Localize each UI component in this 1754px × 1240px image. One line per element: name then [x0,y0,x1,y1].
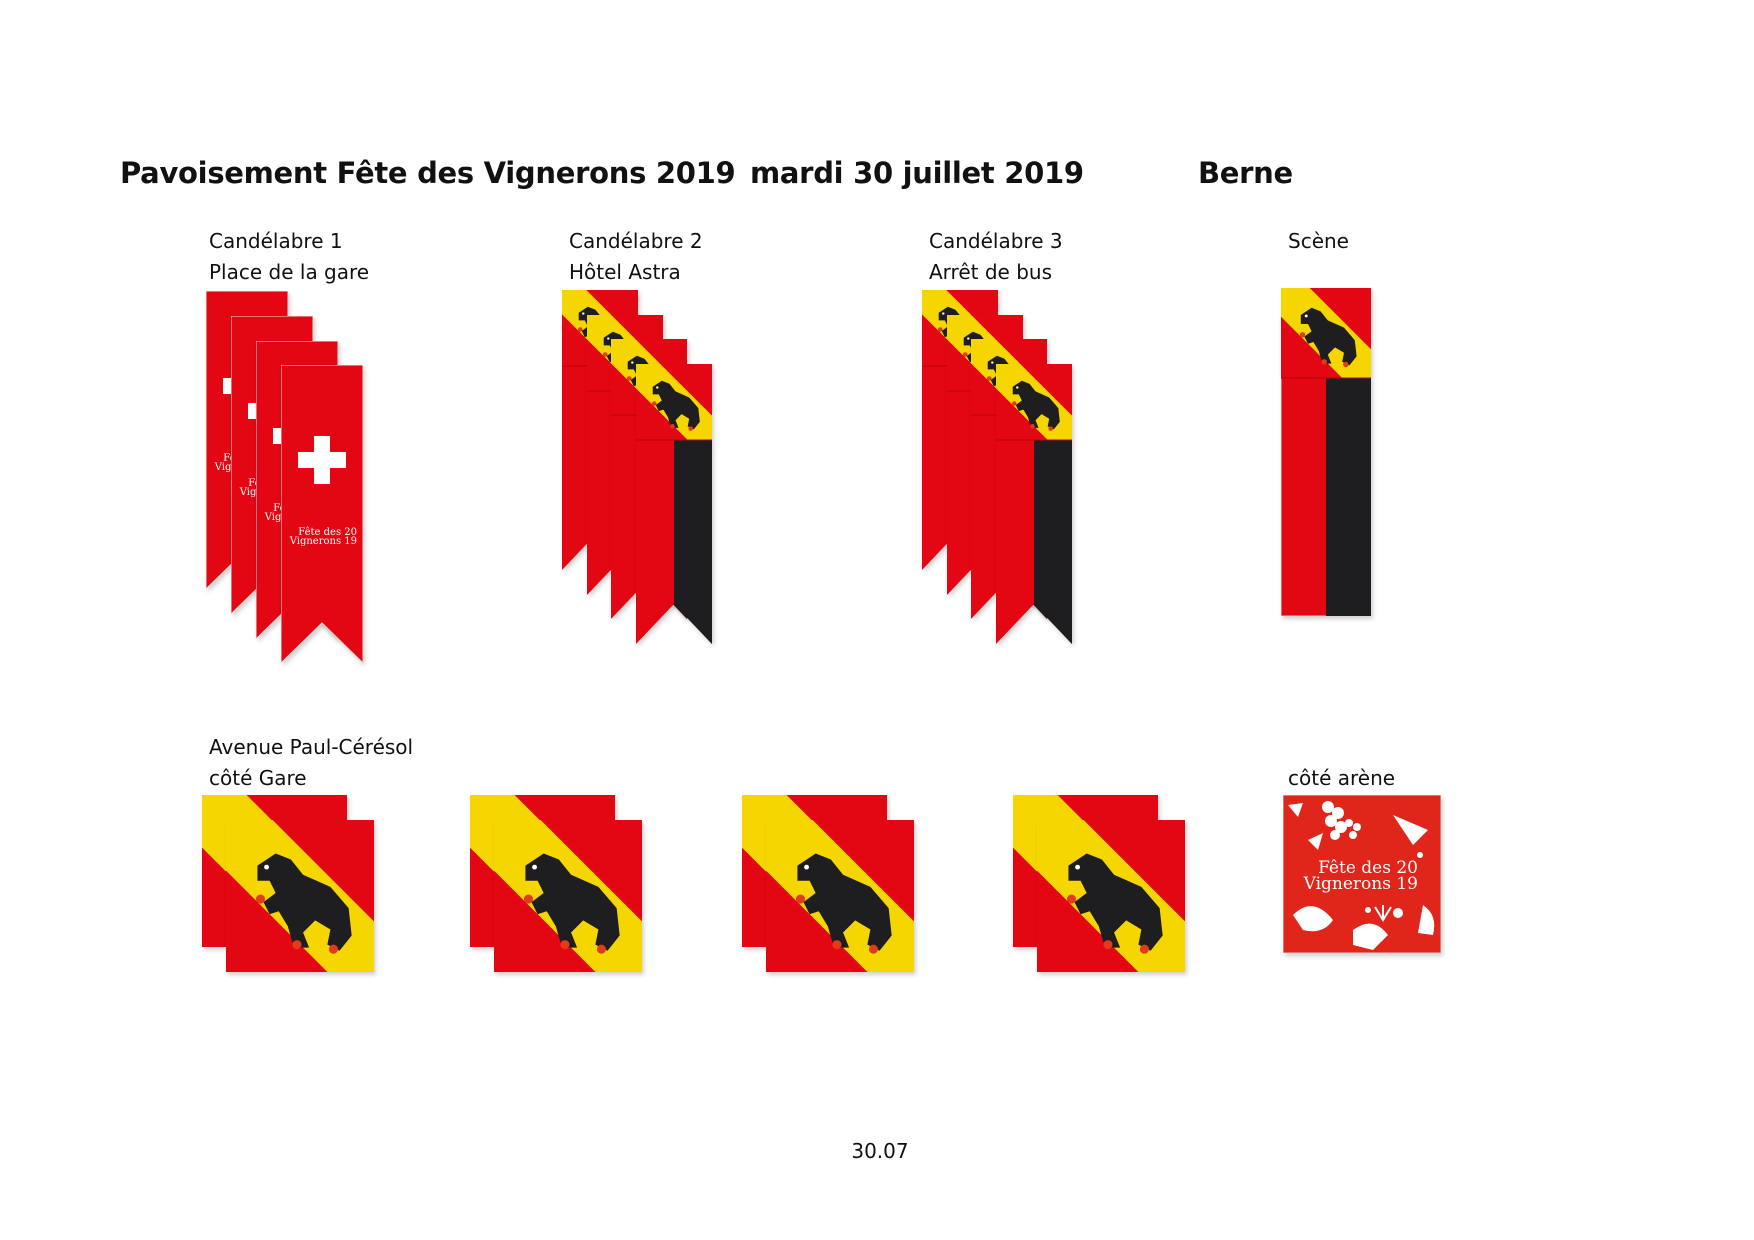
bern-square-flag [224,820,376,976]
location-label-4: Scène [1288,226,1349,257]
location-name: Candélabre 2 [569,229,703,253]
bear-icon [1011,380,1060,431]
bear-icon [795,853,892,954]
bear-icon [523,853,620,954]
logo-text: Vignerons 19 [1303,874,1418,894]
avenue-name: Avenue Paul-Cérésol [209,735,414,759]
location-place: Hôtel Astra [569,260,681,284]
location-name: Scène [1288,229,1349,253]
location-label-3: Candélabre 3 Arrêt de bus [929,226,1063,288]
location-name: Candélabre 3 [929,229,1063,253]
page-canton: Berne [1198,156,1293,190]
fete-des-vignerons-square-flag: Fête des 20 Vignerons 19 [1282,794,1442,957]
page-title: Pavoisement Fête des Vignerons 2019 [120,156,736,190]
bern-vertical-banner [1280,287,1372,620]
swiss-cross-icon [298,436,346,484]
logo-text: Fête des 20 [1318,858,1418,878]
page-footer: 30.07 [851,1139,909,1163]
bear-icon [255,853,352,954]
swiss-banner: Fête des 20 Vignerons 19 [280,364,364,667]
bear-icon [1066,853,1163,954]
bear-icon [1299,307,1357,368]
logo-text: Vignerons 19 [289,536,357,547]
location-place: Place de la gare [209,260,370,284]
location-place: Arrêt de bus [929,260,1052,284]
location-label-1: Candélabre 1 Place de la gare [209,226,369,288]
avenue-side: côté Gare [209,766,307,790]
avenue-label: Avenue Paul-Cérésol côté Gare [209,732,413,794]
bear-icon [651,380,700,431]
bern-square-flag [764,820,916,976]
bern-banner [996,364,1072,648]
arena-label: côté arène [1288,766,1396,790]
location-label-2: Candélabre 2 Hôtel Astra [569,226,703,288]
location-name: Candélabre 1 [209,229,343,253]
bern-square-flag [1035,820,1187,976]
bern-square-flag [492,820,644,976]
bern-banner [636,364,712,648]
page-date: mardi 30 juillet 2019 [750,156,1084,190]
logo-text: Fête des 20 [298,527,357,538]
vine-decoration-icon [1288,801,1435,950]
